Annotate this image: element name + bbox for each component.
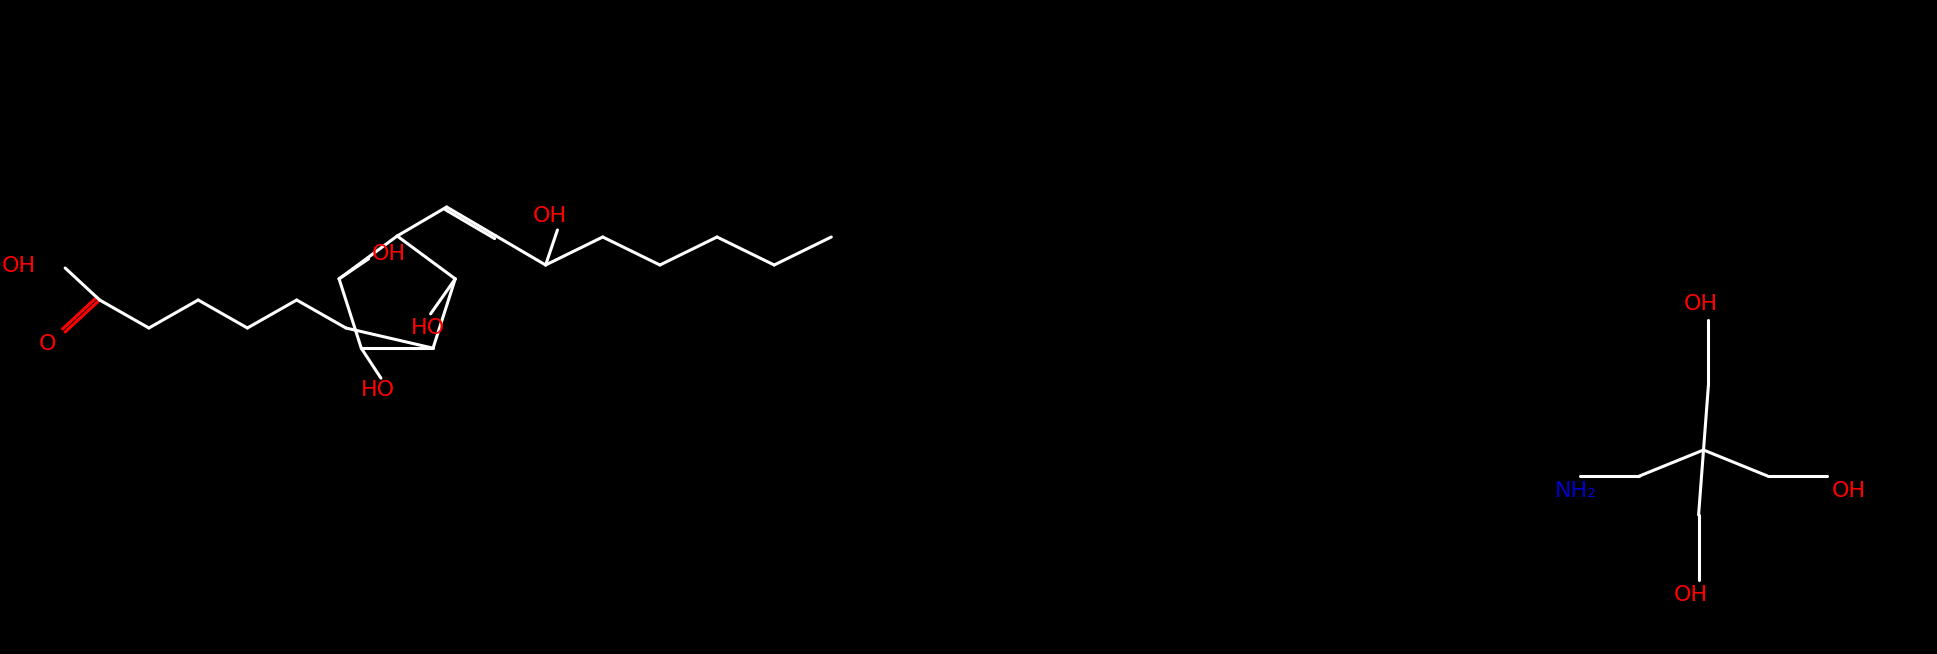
Text: OH: OH bbox=[1674, 585, 1708, 605]
Text: HO: HO bbox=[360, 380, 395, 400]
Text: HO: HO bbox=[411, 318, 446, 338]
Text: O: O bbox=[39, 334, 56, 354]
Text: OH: OH bbox=[1832, 481, 1865, 501]
Text: OH: OH bbox=[1683, 294, 1718, 314]
Text: OH: OH bbox=[2, 256, 35, 276]
Text: OH: OH bbox=[533, 206, 568, 226]
Text: OH: OH bbox=[372, 244, 405, 264]
Text: NH₂: NH₂ bbox=[1553, 481, 1596, 501]
